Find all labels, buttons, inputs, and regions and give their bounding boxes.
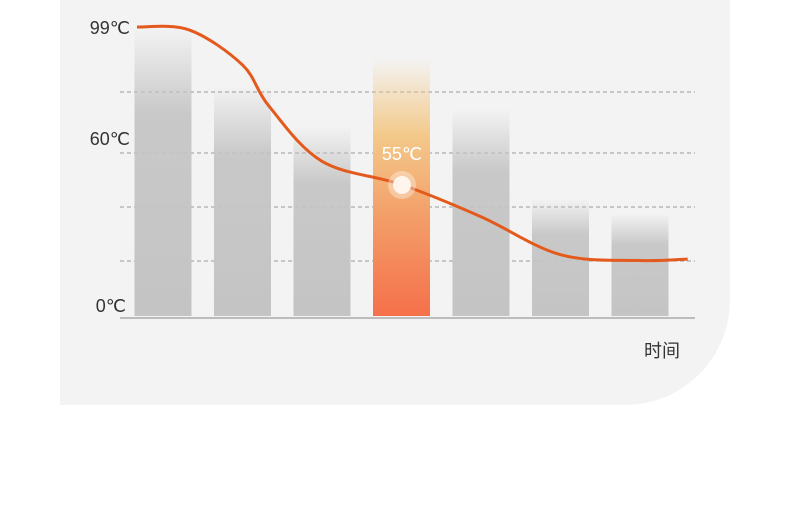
x-axis-label: 时间 [644,341,680,361]
y-tick-label: 0℃ [96,296,126,316]
bar [214,85,271,316]
temperature-curve [136,24,688,263]
y-tick-label: 60℃ [90,129,130,149]
highlight-label: 55℃ [382,144,422,164]
bar [293,126,351,316]
highlight-point [393,176,411,194]
y-tick-label: 99℃ [90,18,130,38]
bar [134,27,192,316]
bar [452,108,510,317]
bar [611,213,669,316]
